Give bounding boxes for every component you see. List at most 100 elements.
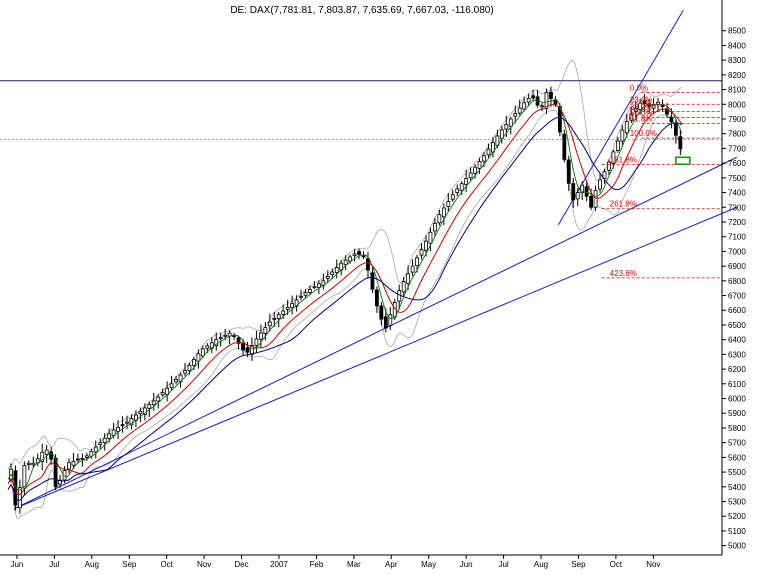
candle-body (40, 451, 45, 462)
candle-body (187, 364, 192, 372)
x-tick-label: Aug (534, 560, 548, 569)
y-tick-label: 6500 (728, 321, 746, 330)
y-tick-label: 5100 (728, 527, 746, 536)
chart-title: DE: DAX(7,781.81, 7,803.87, 7,635.69, 7,… (230, 5, 493, 16)
candle-body (303, 292, 308, 296)
candle-body (477, 161, 482, 169)
candle-body (236, 337, 241, 344)
candle-body (263, 327, 268, 334)
x-tick-label: Jun (460, 560, 473, 569)
x-tick-label: Nov (646, 560, 660, 569)
y-tick-label: 8400 (728, 41, 746, 50)
candle-body (285, 306, 290, 310)
fib-label: 50.0% (630, 109, 653, 118)
candle-body (669, 116, 674, 123)
fib-label: 61.8% (630, 114, 653, 123)
candle-body (294, 299, 299, 307)
x-tick-label: Sep (571, 560, 586, 569)
ma-long-line (7, 116, 683, 502)
candle-body (473, 166, 477, 174)
y-tick-label: 7400 (728, 189, 746, 198)
y-tick-label: 6400 (728, 336, 746, 345)
target-box (675, 156, 691, 165)
trendline-2 (13, 206, 738, 510)
candle-body (410, 265, 415, 273)
candle-body (642, 100, 647, 104)
candle-body (580, 184, 585, 194)
candle-body (308, 289, 312, 293)
x-tick-label: Sep (122, 560, 137, 569)
candle-body (214, 339, 219, 347)
candle-body (281, 310, 286, 315)
fib-label: 261.8% (610, 200, 637, 209)
candle-body (437, 214, 442, 224)
y-tick-label: 6300 (728, 350, 746, 359)
candle-body (441, 207, 446, 218)
y-tick-label: 6800 (728, 277, 746, 286)
candle-body (504, 124, 509, 130)
candle-body (374, 289, 379, 307)
candle-body (406, 273, 411, 284)
candle-body (299, 295, 303, 298)
y-tick-label: 7800 (728, 130, 746, 139)
candle-body (602, 171, 607, 179)
candle-body (499, 129, 504, 139)
y-tick-label: 7000 (728, 247, 746, 256)
candle-body (366, 258, 370, 271)
y-tick-label: 7200 (728, 218, 746, 227)
candle-body (379, 305, 384, 320)
candle-body (624, 121, 629, 134)
candle-body (13, 470, 18, 506)
candle-body (267, 321, 272, 327)
candle-body (575, 192, 580, 200)
candle-body (325, 276, 330, 279)
candle-body (22, 465, 27, 489)
candle-body (450, 194, 455, 200)
y-tick-label: 8300 (728, 56, 746, 65)
moving-averages (7, 98, 683, 502)
candle-body (361, 255, 366, 258)
candle-body (633, 107, 638, 112)
candle-body (397, 290, 402, 302)
lower-band (7, 110, 683, 520)
ma-mid-line (7, 104, 683, 496)
fib-label: 161.8% (610, 156, 637, 165)
candle-body (455, 188, 460, 193)
candle-body (468, 172, 473, 179)
x-tick-label: Jul (498, 560, 508, 569)
candle-body (120, 424, 125, 427)
x-tick-label: Apr (385, 560, 398, 569)
x-tick-label: Oct (610, 560, 623, 569)
candle-body (562, 133, 567, 160)
fib-label: 423.6% (610, 269, 637, 278)
x-tick-label: Jun (10, 560, 23, 569)
upper-band (7, 59, 683, 470)
candle-body (446, 200, 451, 207)
candle-body (174, 378, 178, 383)
candle-body (522, 102, 527, 110)
candle-body (98, 442, 103, 445)
y-tick-label: 5800 (728, 424, 746, 433)
candle-body (316, 283, 321, 288)
candle-body (370, 272, 375, 290)
candle-body (428, 231, 433, 244)
y-tick-label: 5000 (728, 542, 746, 551)
candle-body (419, 249, 424, 256)
candle-body (424, 240, 428, 251)
fibonacci-levels: 0.0% 23.6%38.2%50.0%61.8% 100.0% 161.8% 261.… (601, 84, 722, 279)
candle-body (31, 462, 36, 466)
candle-body (80, 457, 85, 460)
candle-body (330, 271, 335, 275)
x-tick-label: Jul (49, 560, 59, 569)
x-tick-label: Oct (160, 560, 173, 569)
fib-label: 38.2% (630, 103, 653, 112)
y-tick-label: 6000 (728, 395, 746, 404)
candle-body (218, 337, 223, 339)
candle-body (607, 161, 611, 171)
candle-body (44, 449, 49, 455)
candle-body (241, 343, 245, 351)
horizontal-levels (0, 80, 722, 140)
candle-body (415, 257, 419, 267)
x-tick-label: 2007 (270, 560, 288, 569)
